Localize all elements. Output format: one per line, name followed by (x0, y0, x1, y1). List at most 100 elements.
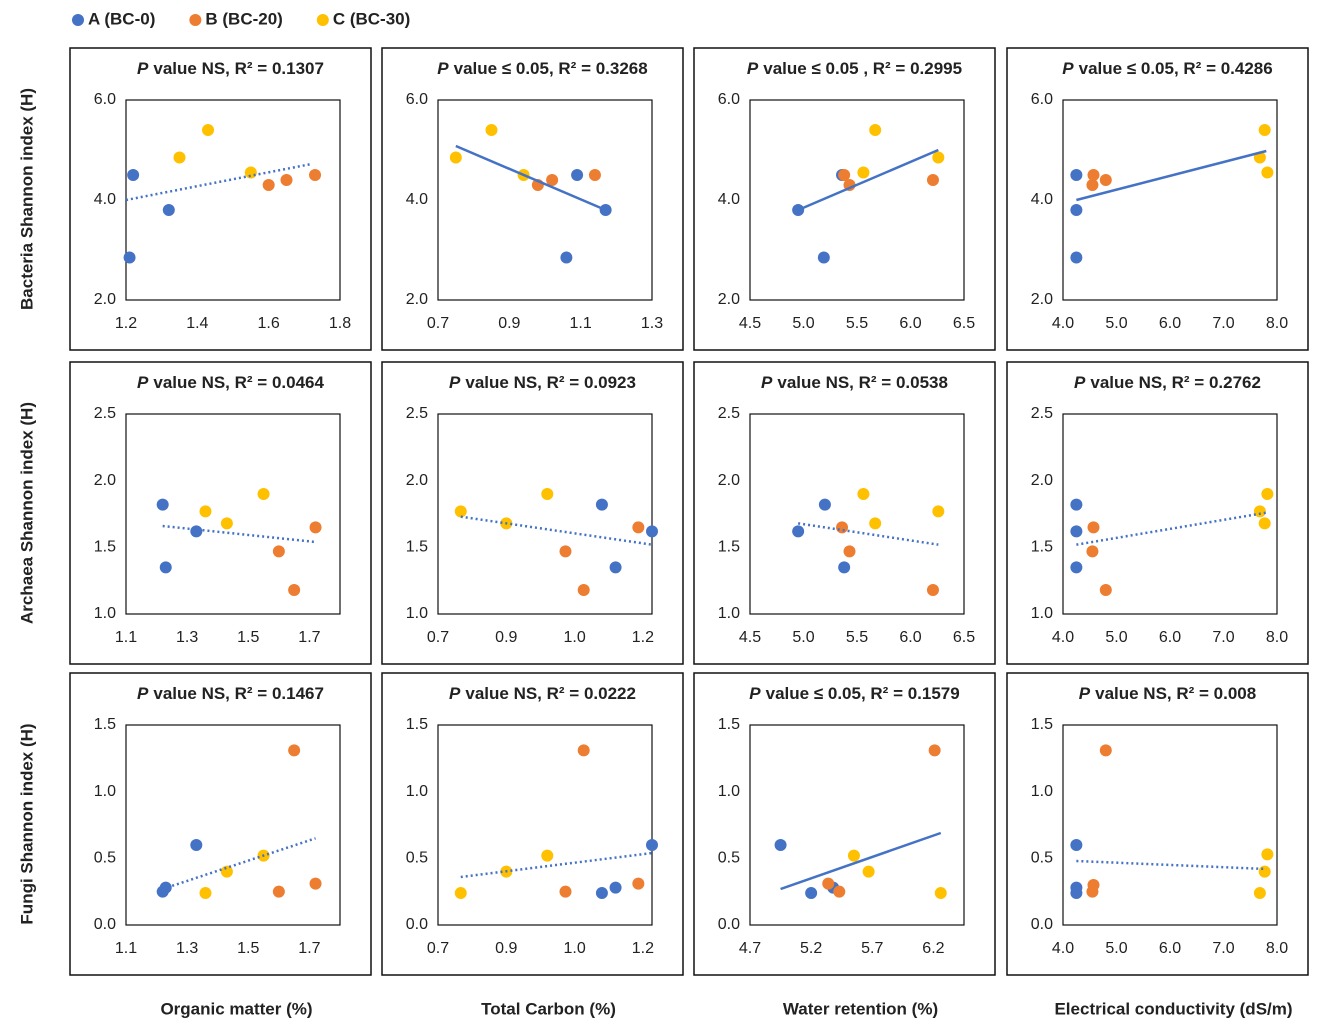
y-tick-label: 2.5 (718, 405, 740, 422)
x-tick-label: 1.2 (632, 629, 654, 646)
x-tick-label: 5.2 (800, 940, 822, 957)
column-label: Electrical conductivity (dS/m) (1054, 999, 1292, 1018)
y-tick-label: 2.0 (718, 472, 740, 489)
y-tick-label: 0.0 (718, 916, 740, 933)
plot-area (437, 724, 653, 926)
plot-area (1062, 99, 1278, 301)
panel-frame (69, 672, 372, 976)
panel-title-text: value NS, R² = 0.0464 (153, 373, 324, 392)
x-tick-label: 1.2 (632, 940, 654, 957)
y-tick-label: 4.0 (94, 191, 116, 208)
data-point (199, 887, 212, 899)
panel-frame (693, 361, 996, 665)
y-tick-label: 4.0 (406, 191, 428, 208)
data-point (449, 151, 462, 164)
data-point (257, 488, 270, 500)
data-point (454, 887, 467, 899)
x-tick-label: 5.0 (1105, 629, 1127, 646)
panel-frame (1006, 672, 1309, 976)
legend-swatch (72, 14, 84, 26)
data-point (926, 174, 939, 186)
x-tick-label: 1.1 (570, 315, 592, 332)
data-point (1086, 545, 1099, 558)
panel-title-text: value ≤ 0.05, R² = 0.4286 (1079, 59, 1273, 78)
trend-line (1076, 859, 1267, 871)
trend-line (797, 522, 939, 546)
panel-title-text: value ≤ 0.05, R² = 0.1579 (766, 684, 960, 703)
row-label: Bacteria Shannon index (H) (17, 88, 36, 310)
trend-line (460, 851, 653, 879)
panel-frame (1006, 361, 1309, 665)
data-point (541, 849, 554, 862)
y-tick-label: 2.0 (406, 472, 428, 489)
x-tick-label: 0.7 (427, 629, 449, 646)
x-tick-label: 4.0 (1052, 315, 1074, 332)
y-tick-label: 2.0 (1031, 291, 1053, 308)
x-tick-label: 1.7 (298, 629, 320, 646)
x-tick-label: 4.0 (1052, 629, 1074, 646)
x-tick-label: 6.5 (953, 315, 975, 332)
p-label: P (747, 59, 759, 78)
x-tick-label: 7.0 (1212, 629, 1234, 646)
y-tick-label: 0.5 (718, 850, 740, 867)
data-point (309, 877, 322, 890)
data-point (202, 124, 215, 136)
data-point (1070, 525, 1083, 538)
x-tick-label: 5.0 (792, 629, 814, 646)
panel-frame (1006, 47, 1309, 351)
data-point (156, 498, 169, 511)
data-point (609, 561, 622, 574)
y-tick-label: 1.5 (94, 539, 116, 556)
x-tick-label: 4.7 (739, 940, 761, 957)
data-point (1099, 584, 1112, 596)
data-point (836, 521, 849, 534)
y-tick-label: 1.5 (1031, 716, 1053, 733)
x-tick-label: 4.5 (739, 315, 761, 332)
data-point (609, 881, 622, 894)
data-point (792, 525, 805, 538)
x-tick-label: 1.5 (237, 629, 259, 646)
trend-line (162, 837, 316, 891)
x-tick-label: 7.0 (1212, 315, 1234, 332)
plot-area (1062, 724, 1278, 926)
p-label: P (449, 684, 461, 703)
panel-title-text: value ≤ 0.05 , R² = 0.2995 (763, 59, 962, 78)
data-point (857, 488, 870, 500)
data-point (220, 865, 233, 878)
y-tick-label: 1.5 (406, 716, 428, 733)
y-tick-label: 1.0 (1031, 783, 1053, 800)
plot-area (749, 724, 965, 926)
data-point (1087, 521, 1100, 534)
trend-line (455, 144, 607, 212)
y-tick-label: 1.0 (718, 605, 740, 622)
plot-area (125, 413, 341, 615)
x-tick-label: 1.0 (563, 629, 585, 646)
x-tick-label: 1.6 (258, 315, 280, 332)
y-tick-label: 2.0 (406, 291, 428, 308)
x-tick-label: 6.0 (899, 629, 921, 646)
x-tick-label: 0.9 (498, 315, 520, 332)
data-point (577, 744, 590, 757)
data-point (190, 525, 203, 538)
panel-title-text: value ≤ 0.05, R² = 0.3268 (454, 59, 648, 78)
panel-title-text: value NS, R² = 0.0538 (777, 373, 948, 392)
y-tick-label: 0.5 (1031, 850, 1053, 867)
x-tick-label: 6.2 (922, 940, 944, 957)
data-point (869, 517, 882, 530)
x-tick-label: 8.0 (1266, 940, 1288, 957)
y-tick-label: 6.0 (1031, 91, 1053, 108)
y-tick-label: 1.0 (94, 605, 116, 622)
data-point (262, 179, 275, 191)
x-tick-label: 0.9 (495, 629, 517, 646)
x-tick-label: 0.7 (427, 315, 449, 332)
column-label: Total Carbon (%) (481, 999, 616, 1018)
row-label: Archaea Shannon index (H) (17, 402, 36, 624)
data-point (559, 545, 572, 558)
plot-area (437, 99, 653, 301)
trend-line (125, 162, 312, 202)
y-tick-label: 2.0 (94, 472, 116, 489)
